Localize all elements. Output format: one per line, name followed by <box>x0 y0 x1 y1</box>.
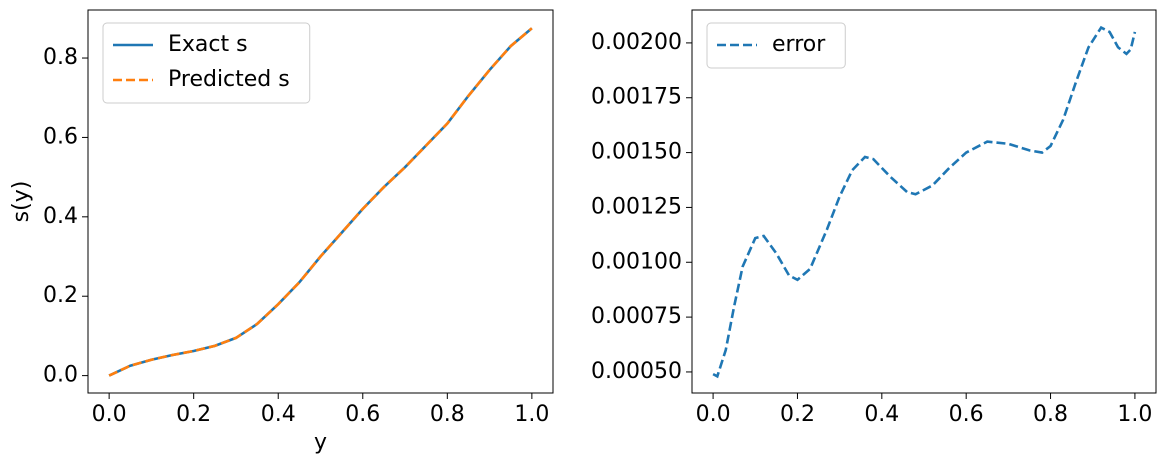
legend <box>706 22 846 69</box>
series-line <box>712 25 1137 379</box>
y-tick-label: 0.2 <box>43 283 78 308</box>
x-axis-label: y <box>314 430 327 455</box>
legend-label: Exact s <box>168 32 248 57</box>
x-tick-label: 0.6 <box>949 402 984 427</box>
y-tick-label: 0.00075 <box>591 304 682 329</box>
x-tick-label: 1.0 <box>514 402 549 427</box>
y-tick-label: 0.00175 <box>591 85 682 110</box>
y-tick-label: 0.4 <box>43 204 78 229</box>
y-tick-label: 0.00100 <box>591 249 682 274</box>
x-tick-label: 0.8 <box>430 402 465 427</box>
y-tick-label: 0.00200 <box>591 30 682 55</box>
y-tick-label: 0.6 <box>43 124 78 149</box>
x-tick-label: 1.0 <box>1117 402 1152 427</box>
x-tick-label: 0.4 <box>864 402 899 427</box>
y-tick-label: 0.0 <box>43 363 78 388</box>
legend-label: Predicted s <box>168 67 290 92</box>
x-tick-label: 0.2 <box>176 402 211 427</box>
x-tick-label: 0.0 <box>696 402 731 427</box>
y-tick-label: 0.00050 <box>591 359 682 384</box>
legend-label: error <box>772 32 826 57</box>
x-tick-label: 0.4 <box>261 402 296 427</box>
x-tick-label: 0.8 <box>1033 402 1068 427</box>
x-tick-label: 0.6 <box>345 402 380 427</box>
y-tick-label: 0.00125 <box>591 194 682 219</box>
plot-frame <box>691 9 1157 394</box>
legend <box>102 22 311 104</box>
y-tick-label: 0.8 <box>43 45 78 70</box>
y-tick-label: 0.00150 <box>591 140 682 165</box>
plot-frame <box>87 9 554 394</box>
x-tick-label: 0.0 <box>92 402 127 427</box>
x-tick-label: 0.2 <box>780 402 815 427</box>
y-axis-label: s(y) <box>9 181 34 223</box>
series-line <box>108 27 533 377</box>
